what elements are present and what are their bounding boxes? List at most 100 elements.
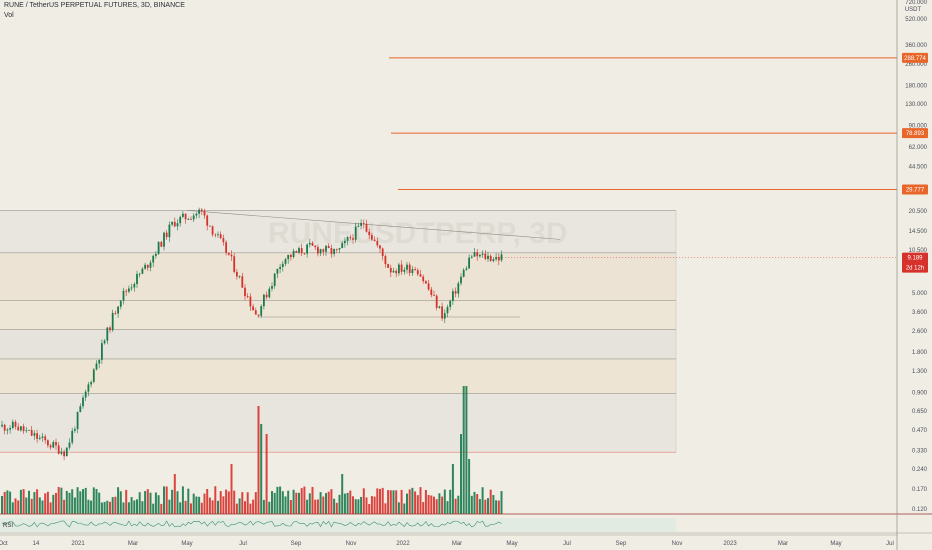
candle[interactable] bbox=[217, 234, 219, 236]
candle[interactable] bbox=[468, 257, 470, 269]
candle[interactable] bbox=[92, 369, 95, 383]
candle[interactable] bbox=[376, 241, 379, 246]
candle[interactable] bbox=[438, 306, 441, 308]
candle[interactable] bbox=[276, 268, 279, 274]
candle[interactable] bbox=[457, 283, 460, 294]
candle[interactable] bbox=[500, 254, 503, 261]
candle[interactable] bbox=[425, 281, 427, 284]
candle[interactable] bbox=[427, 283, 430, 290]
candle[interactable] bbox=[489, 255, 492, 261]
candle[interactable] bbox=[354, 226, 357, 240]
candle[interactable] bbox=[9, 428, 11, 430]
candle[interactable] bbox=[74, 429, 76, 431]
candle[interactable] bbox=[138, 273, 141, 275]
candle[interactable] bbox=[260, 306, 263, 316]
candle[interactable] bbox=[311, 242, 314, 246]
candle[interactable] bbox=[349, 237, 352, 239]
candle[interactable] bbox=[98, 359, 101, 364]
candle[interactable] bbox=[368, 231, 371, 236]
candle[interactable] bbox=[238, 276, 241, 278]
candle[interactable] bbox=[330, 248, 333, 254]
level-tag[interactable] bbox=[902, 184, 928, 195]
candle[interactable] bbox=[319, 249, 322, 254]
candle[interactable] bbox=[184, 213, 187, 220]
candle[interactable] bbox=[155, 253, 157, 256]
candle[interactable] bbox=[373, 239, 376, 242]
candle[interactable] bbox=[257, 314, 260, 316]
candle[interactable] bbox=[484, 253, 487, 259]
candle[interactable] bbox=[352, 238, 354, 240]
candle[interactable] bbox=[114, 312, 117, 314]
candle[interactable] bbox=[28, 429, 30, 431]
candle[interactable] bbox=[1, 424, 3, 427]
candle[interactable] bbox=[144, 264, 146, 269]
candle[interactable] bbox=[403, 269, 406, 272]
candle[interactable] bbox=[303, 253, 306, 255]
candle[interactable] bbox=[254, 310, 257, 315]
candle[interactable] bbox=[20, 426, 22, 431]
candle[interactable] bbox=[209, 225, 211, 227]
candle[interactable] bbox=[292, 250, 295, 258]
candle[interactable] bbox=[479, 254, 481, 257]
candle[interactable] bbox=[36, 433, 38, 439]
candle[interactable] bbox=[379, 245, 381, 249]
candle[interactable] bbox=[68, 442, 71, 448]
candle[interactable] bbox=[419, 274, 422, 277]
candle[interactable] bbox=[206, 215, 209, 226]
candle[interactable] bbox=[422, 276, 425, 282]
candle[interactable] bbox=[462, 269, 465, 277]
candle[interactable] bbox=[182, 213, 184, 217]
candle[interactable] bbox=[17, 426, 20, 431]
candle[interactable] bbox=[106, 327, 109, 341]
candle[interactable] bbox=[30, 429, 33, 436]
candle[interactable] bbox=[338, 248, 341, 250]
candle[interactable] bbox=[290, 254, 292, 258]
candle[interactable] bbox=[411, 269, 414, 274]
candle[interactable] bbox=[357, 225, 360, 227]
candle[interactable] bbox=[6, 429, 9, 431]
candle[interactable] bbox=[398, 264, 400, 274]
level-tag[interactable] bbox=[902, 52, 928, 63]
candle[interactable] bbox=[111, 312, 114, 331]
candle[interactable] bbox=[344, 240, 346, 244]
candle[interactable] bbox=[190, 219, 192, 220]
candle[interactable] bbox=[497, 257, 500, 261]
candle[interactable] bbox=[287, 254, 290, 260]
candle[interactable] bbox=[284, 259, 287, 264]
candle[interactable] bbox=[389, 267, 392, 273]
candle[interactable] bbox=[268, 288, 271, 298]
candle[interactable] bbox=[449, 300, 452, 307]
candle[interactable] bbox=[487, 255, 489, 259]
candle[interactable] bbox=[333, 248, 335, 254]
candle[interactable] bbox=[273, 273, 276, 286]
candle[interactable] bbox=[433, 294, 435, 296]
candle[interactable] bbox=[236, 271, 238, 277]
candle[interactable] bbox=[165, 232, 168, 238]
candle[interactable] bbox=[387, 264, 389, 268]
candle[interactable] bbox=[25, 430, 28, 432]
candle[interactable] bbox=[495, 257, 497, 260]
candle[interactable] bbox=[335, 248, 338, 250]
candle[interactable] bbox=[168, 224, 171, 238]
candle[interactable] bbox=[76, 411, 79, 430]
candle[interactable] bbox=[416, 270, 419, 275]
candle[interactable] bbox=[41, 436, 44, 438]
candle[interactable] bbox=[225, 242, 227, 253]
candle[interactable] bbox=[60, 451, 63, 454]
candle[interactable] bbox=[365, 223, 368, 232]
candle[interactable] bbox=[117, 306, 119, 314]
candle[interactable] bbox=[22, 426, 25, 432]
candle[interactable] bbox=[222, 238, 225, 243]
candle[interactable] bbox=[44, 436, 47, 441]
candle[interactable] bbox=[233, 256, 236, 272]
candle[interactable] bbox=[230, 254, 233, 257]
candle[interactable] bbox=[187, 219, 190, 220]
candle[interactable] bbox=[109, 327, 111, 331]
candle[interactable] bbox=[452, 291, 454, 301]
candle[interactable] bbox=[435, 295, 438, 308]
candle[interactable] bbox=[443, 313, 446, 319]
candle[interactable] bbox=[103, 340, 106, 344]
candle[interactable] bbox=[271, 285, 273, 289]
candle[interactable] bbox=[47, 440, 49, 446]
candle[interactable] bbox=[122, 290, 125, 301]
